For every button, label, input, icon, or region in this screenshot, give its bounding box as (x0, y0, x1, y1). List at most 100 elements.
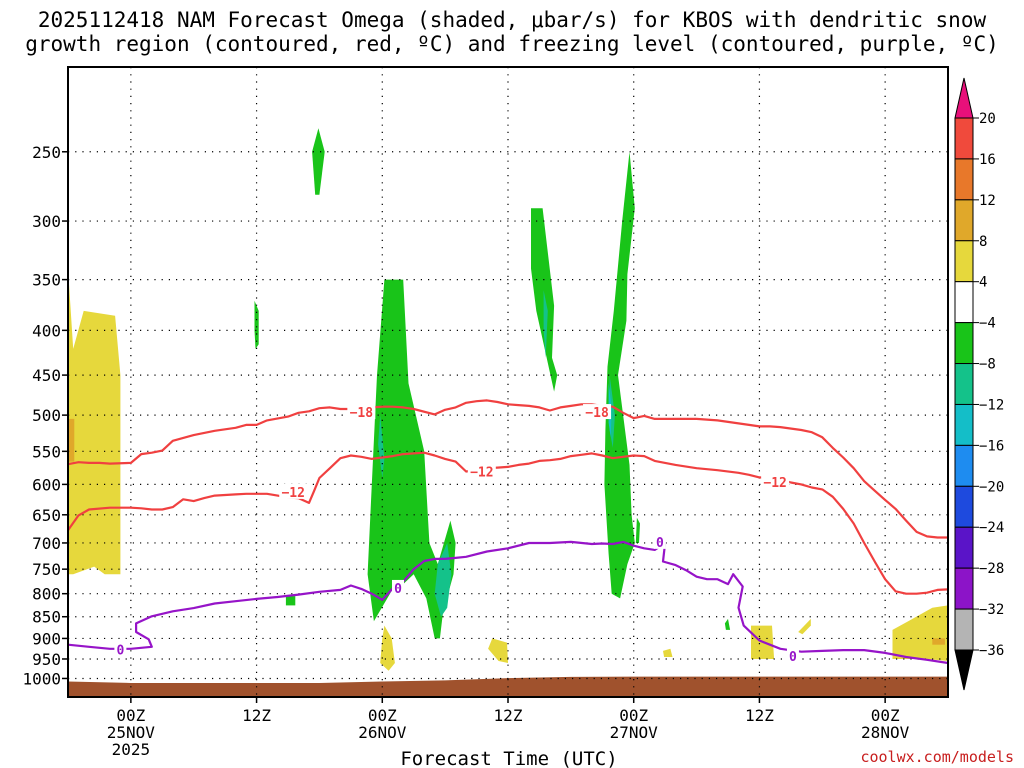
colorbar-top-arrow (954, 77, 974, 119)
freezing-level-contour-label-bg (114, 641, 127, 657)
y-tick-label: 300 (32, 212, 61, 231)
omega-region-15 (635, 517, 640, 543)
omega-region-0 (68, 268, 121, 575)
omega-region-16 (285, 596, 296, 606)
x-tick-label: 12Z (494, 706, 523, 725)
colorbar-label: 8 (979, 234, 987, 250)
omega-region-5 (798, 618, 811, 635)
omega-region-10 (254, 300, 259, 349)
colorbar-label: −20 (979, 479, 1004, 495)
colorbar-segment (954, 281, 974, 324)
freezing-level-contour-label-bg (786, 648, 799, 664)
chart-title: 2025112418 NAM Forecast Omega (shaded, μ… (25, 8, 999, 56)
x-axis-label: Forecast Time (UTC) (400, 748, 617, 768)
colorbar-label: 16 (979, 152, 996, 168)
colorbar-segment (954, 526, 974, 569)
colorbar-label: −4 (979, 316, 996, 332)
freezing-level-contour-label: 0 (394, 582, 402, 597)
colorbar-segment (954, 485, 974, 528)
dendritic-contour-18-label-bg (347, 404, 376, 420)
colorbar-segment (954, 117, 974, 160)
x-tick-label: 28NOV (861, 723, 910, 742)
omega-region-18 (434, 543, 452, 617)
dendritic-contour-18-label-bg (583, 404, 612, 420)
grid-layer (68, 67, 948, 697)
omega-region-14 (622, 221, 627, 275)
y-tick-label: 600 (32, 475, 61, 494)
x-tick-label: 00Z (368, 706, 397, 725)
x-tick-label: 12Z (745, 706, 774, 725)
dendritic-contour-18-label: −18 (350, 406, 374, 421)
colorbar-label: 20 (979, 111, 996, 127)
omega-region-13 (604, 151, 635, 599)
colorbar-segment (954, 444, 974, 487)
x-tick-label: 00Z (871, 706, 900, 725)
colorbar-segment (954, 403, 974, 446)
colorbar-label: −32 (979, 602, 1004, 618)
omega-colorbar: 20 16 12 8 4 −4 −8 −12 −16 −20 −24 −28 −32 −36 (954, 77, 1004, 691)
omega-region-6 (892, 605, 948, 661)
y-tick-label: 450 (32, 366, 61, 385)
colorbar-segment (954, 567, 974, 610)
omega-region-20 (378, 415, 385, 478)
omega-region-3 (663, 648, 673, 657)
dendritic-contour-12-label: −12 (763, 476, 786, 491)
y-tick-label: 400 (32, 321, 61, 340)
dendritic-contour-12-label: −12 (470, 466, 493, 481)
omega-region-11 (367, 279, 456, 639)
colorbar-segment (954, 240, 974, 283)
colorbar-segment (954, 158, 974, 201)
freezing-level-contour-label: 0 (789, 650, 797, 665)
contour-layer: −18 −18 −12 −12 −12 0 0 0 0 (67, 399, 949, 665)
omega-region-9 (312, 128, 325, 195)
colorbar-label: −12 (979, 397, 1004, 413)
y-tick-label: 1000 (22, 669, 61, 688)
y-tick-label: 700 (32, 534, 61, 553)
colorbar-label: −28 (979, 561, 1004, 577)
omega-region-17 (724, 618, 731, 630)
colorbar-label: −36 (979, 643, 1004, 659)
title-line-1: 2025112418 NAM Forecast Omega (shaded, μ… (38, 8, 987, 32)
colorbar-label: 12 (979, 193, 996, 209)
y-tick-label: 650 (32, 506, 61, 525)
title-line-2: growth region (contoured, red, ºC) and f… (25, 32, 999, 56)
dendritic-contour-12-label-bg (467, 463, 496, 479)
y-tick-label: 850 (32, 608, 61, 627)
colorbar-segment (954, 363, 974, 405)
y-axis: 250 300 350 400 450 500 550 600 650 700 750 800 850 9… (22, 143, 68, 688)
y-tick-label: 950 (32, 650, 61, 669)
y-tick-label: 350 (32, 271, 61, 290)
omega-region-1 (380, 625, 395, 671)
freezing-level-contour-label-bg (653, 533, 666, 549)
x-tick-label: 26NOV (358, 723, 407, 742)
x-tick-label: 25NOV (107, 723, 156, 742)
omega-region-2 (488, 638, 508, 663)
y-tick-label: 500 (32, 406, 61, 425)
x-tick-label: 00Z (619, 706, 648, 725)
credit-link[interactable]: coolwx.com/models (860, 748, 1014, 766)
x-tick-label: 00Z (116, 706, 145, 725)
dendritic-contour-18-label: −18 (585, 406, 609, 421)
freezing-level-contour-label-bg (392, 579, 404, 595)
y-tick-label: 800 (32, 585, 61, 604)
colorbar-label: −16 (979, 438, 1004, 454)
y-tick-label: 250 (32, 143, 61, 162)
omega-region-7 (69, 418, 75, 462)
y-tick-label: 750 (32, 560, 61, 579)
dendritic-contour-12-label-bg (279, 483, 308, 499)
freezing-level-contour-label: 0 (116, 643, 124, 658)
plot-area: −18 −18 −12 −12 −12 0 0 0 0 (67, 66, 949, 698)
colorbar-label: 4 (979, 275, 987, 291)
y-tick-label: 900 (32, 629, 61, 648)
colorbar-segment (954, 608, 974, 651)
dendritic-contour-12-label: −12 (281, 486, 304, 501)
colorbar-bottom-arrow (954, 649, 974, 691)
colorbar-segment (954, 322, 974, 365)
x-tick-label: 12Z (242, 706, 271, 725)
dendritic-contour-12-label-bg (761, 473, 790, 489)
freezing-level-contour-label: 0 (656, 536, 664, 551)
omega-region-8 (932, 638, 945, 645)
x-tick-label: 2025 (112, 740, 151, 759)
colorbar-label: −24 (979, 520, 1004, 536)
